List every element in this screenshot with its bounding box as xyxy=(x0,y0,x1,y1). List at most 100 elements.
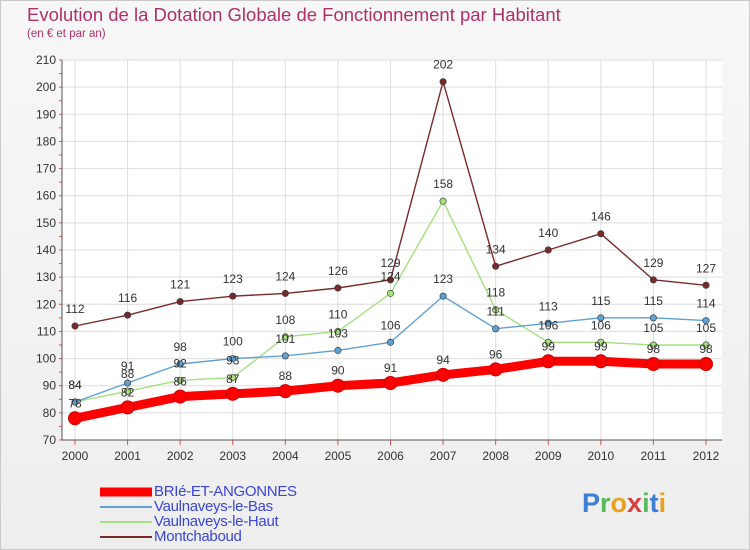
data-label: 99 xyxy=(594,339,608,353)
data-label: 134 xyxy=(486,242,506,256)
data-label: 87 xyxy=(226,372,240,386)
data-label: 124 xyxy=(275,269,295,283)
logo-letter: t xyxy=(649,488,659,518)
data-point xyxy=(597,314,605,322)
data-point xyxy=(597,338,605,346)
data-label: 98 xyxy=(699,342,713,356)
logo-letter: P xyxy=(582,488,601,518)
data-label: 88 xyxy=(121,367,135,381)
data-point xyxy=(702,341,710,349)
data-point xyxy=(334,284,342,292)
data-point xyxy=(702,281,710,289)
data-point xyxy=(541,354,556,369)
x-tick-label: 2005 xyxy=(325,449,352,463)
logo-letter: o xyxy=(610,488,628,518)
data-label: 93 xyxy=(226,354,240,368)
data-label: 98 xyxy=(647,342,661,356)
y-tick-label: 110 xyxy=(37,324,56,338)
data-point xyxy=(383,376,398,390)
data-point xyxy=(124,311,132,319)
legend-swatch xyxy=(100,505,152,508)
data-label: 129 xyxy=(380,256,400,270)
x-tick-label: 2008 xyxy=(482,449,509,463)
data-point xyxy=(386,338,394,346)
data-label: 105 xyxy=(643,321,663,335)
data-label: 96 xyxy=(489,347,503,361)
data-label: 106 xyxy=(538,318,558,332)
data-point xyxy=(702,317,710,325)
data-point xyxy=(229,374,237,382)
data-point xyxy=(544,246,552,254)
data-point xyxy=(597,230,605,238)
y-tick-label: 140 xyxy=(36,243,56,257)
x-tick-label: 2002 xyxy=(167,449,194,463)
y-tick-label: 170 xyxy=(36,162,56,176)
data-point xyxy=(492,325,500,333)
data-point xyxy=(229,292,237,300)
data-label: 105 xyxy=(696,321,716,335)
data-label: 110 xyxy=(328,307,347,321)
data-label: 123 xyxy=(433,272,453,286)
data-point xyxy=(488,362,503,377)
data-point xyxy=(176,376,184,384)
data-label: 100 xyxy=(223,335,243,349)
y-tick-label: 210 xyxy=(36,53,56,67)
chart-subtitle: (en € et par an) xyxy=(27,28,106,40)
x-tick-label: 2009 xyxy=(535,449,562,463)
data-point xyxy=(225,386,240,401)
data-point xyxy=(544,338,552,346)
data-label: 123 xyxy=(223,272,243,286)
legend-label: Vaulnaveys-le-Bas xyxy=(154,498,273,515)
y-tick-label: 190 xyxy=(36,107,56,121)
legend-swatch xyxy=(100,520,152,523)
data-point xyxy=(281,352,289,360)
legend-label: Montchaboud xyxy=(154,528,242,545)
data-label: 106 xyxy=(591,318,611,332)
data-label: 91 xyxy=(121,359,135,373)
x-tick-label: 2012 xyxy=(693,449,720,463)
y-tick-label: 150 xyxy=(36,216,56,230)
data-point xyxy=(176,360,184,368)
x-tick-label: 2000 xyxy=(62,449,89,463)
x-tick-label: 2007 xyxy=(430,449,457,463)
data-label: 146 xyxy=(591,210,611,224)
data-label: 116 xyxy=(118,291,137,305)
y-tick-label: 90 xyxy=(43,379,57,393)
x-tick-label: 2004 xyxy=(272,449,299,463)
data-label: 158 xyxy=(433,177,453,191)
data-label: 99 xyxy=(542,339,556,353)
data-point xyxy=(492,306,500,314)
data-label: 103 xyxy=(328,326,348,340)
data-point xyxy=(436,367,451,382)
data-label: 127 xyxy=(696,261,716,275)
chart-title: Evolution de la Dotation Globale de Fonc… xyxy=(27,4,561,25)
data-label: 112 xyxy=(65,302,84,316)
data-label: 115 xyxy=(644,294,663,308)
data-point xyxy=(699,357,713,371)
data-point xyxy=(334,346,342,354)
data-label: 115 xyxy=(591,294,610,308)
data-point xyxy=(439,197,447,205)
data-point xyxy=(71,322,79,330)
data-label: 113 xyxy=(539,299,558,313)
data-label: 84 xyxy=(68,378,82,392)
x-tick-label: 2006 xyxy=(377,449,404,463)
legend-label: BRIé-ET-ANGONNES xyxy=(154,483,297,500)
data-label: 90 xyxy=(331,364,345,378)
data-point xyxy=(124,379,132,387)
data-point xyxy=(649,341,657,349)
legend-swatch xyxy=(100,535,152,538)
logo-letter: r xyxy=(600,488,611,518)
x-tick-label: 2011 xyxy=(641,449,667,463)
data-point xyxy=(439,78,447,86)
data-point xyxy=(330,378,345,393)
data-label: 121 xyxy=(170,278,190,292)
data-label: 108 xyxy=(275,313,295,327)
data-label: 126 xyxy=(328,264,348,278)
data-label: 101 xyxy=(275,332,295,346)
data-point xyxy=(281,333,289,341)
x-tick-label: 2003 xyxy=(219,449,246,463)
y-tick-label: 160 xyxy=(36,189,56,203)
data-point xyxy=(278,384,293,399)
